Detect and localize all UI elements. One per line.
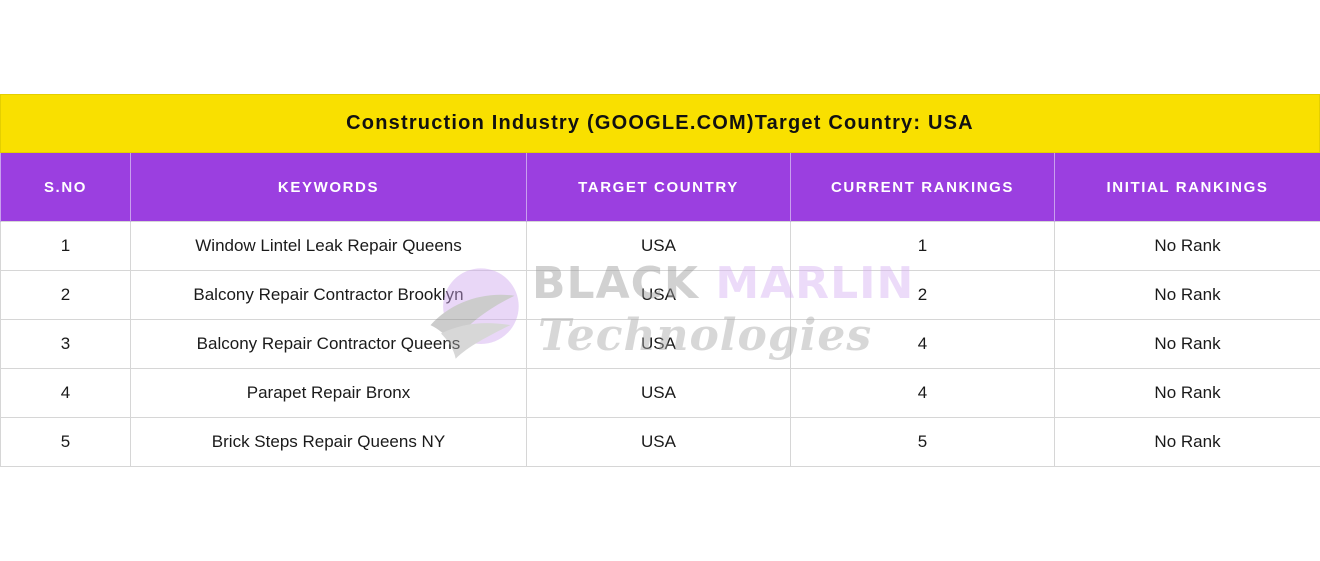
column-header-initial-rankings: INITIAL RANKINGS [1054,153,1320,222]
cell-country: USA [526,417,791,467]
cell-country: USA [526,221,791,271]
cell-country: USA [526,368,791,418]
cell-sno: 1 [0,221,131,271]
column-header-keywords: KEYWORDS [130,153,527,222]
table-header-row: S.NO KEYWORDS TARGET COUNTRY CURRENT RAN… [0,153,1320,222]
table-row: 1 Window Lintel Leak Repair Queens USA 1… [0,221,1320,271]
cell-keyword: Brick Steps Repair Queens NY [130,417,527,467]
cell-keyword: Window Lintel Leak Repair Queens [130,221,527,271]
table-row: 3 Balcony Repair Contractor Queens USA 4… [0,319,1320,369]
rankings-report: Construction Industry (GOOGLE.COM)Target… [0,94,1320,467]
column-header-current-rankings: CURRENT RANKINGS [790,153,1055,222]
cell-keyword: Balcony Repair Contractor Brooklyn [130,270,527,320]
cell-initial-rank: No Rank [1054,221,1320,271]
cell-initial-rank: No Rank [1054,417,1320,467]
cell-current-rank: 4 [790,319,1055,369]
cell-current-rank: 4 [790,368,1055,418]
cell-current-rank: 1 [790,221,1055,271]
cell-sno: 4 [0,368,131,418]
cell-country: USA [526,319,791,369]
cell-initial-rank: No Rank [1054,368,1320,418]
cell-current-rank: 5 [790,417,1055,467]
column-header-sno: S.NO [0,153,131,222]
table-row: 2 Balcony Repair Contractor Brooklyn USA… [0,270,1320,320]
report-title: Construction Industry (GOOGLE.COM)Target… [0,94,1320,153]
cell-keyword: Balcony Repair Contractor Queens [130,319,527,369]
column-header-target-country: TARGET COUNTRY [526,153,791,222]
cell-sno: 3 [0,319,131,369]
cell-current-rank: 2 [790,270,1055,320]
table-row: 4 Parapet Repair Bronx USA 4 No Rank [0,368,1320,418]
cell-sno: 5 [0,417,131,467]
cell-initial-rank: No Rank [1054,270,1320,320]
cell-initial-rank: No Rank [1054,319,1320,369]
rankings-table: S.NO KEYWORDS TARGET COUNTRY CURRENT RAN… [0,153,1320,467]
cell-sno: 2 [0,270,131,320]
cell-keyword: Parapet Repair Bronx [130,368,527,418]
table-row: 5 Brick Steps Repair Queens NY USA 5 No … [0,417,1320,467]
cell-country: USA [526,270,791,320]
